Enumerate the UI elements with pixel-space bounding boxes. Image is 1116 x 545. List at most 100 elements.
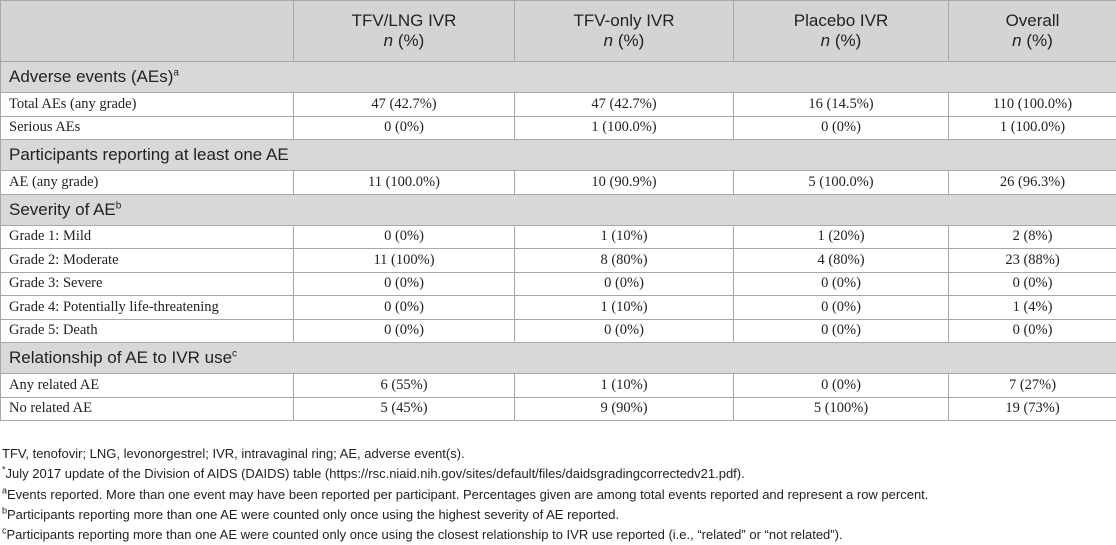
table-cell: 0 (0%) bbox=[733, 318, 949, 343]
table-cell: 7 (27%) bbox=[948, 373, 1116, 398]
table-cell: 0 (0%) bbox=[733, 115, 949, 140]
table-cell: 11 (100%) bbox=[293, 248, 515, 273]
table-cell: 19 (73%) bbox=[948, 396, 1116, 421]
table-footnotes: TFV, tenofovir; LNG, levonorgestrel; IVR… bbox=[2, 444, 1114, 545]
row-label: AE (any grade) bbox=[0, 170, 294, 195]
table-cell: 0 (0%) bbox=[733, 295, 949, 320]
table-cell: 0 (0%) bbox=[293, 318, 515, 343]
section-footnote-mark: a bbox=[173, 67, 179, 79]
table-row: Grade 4: Potentially life-threatening 0 (… bbox=[0, 295, 1116, 320]
adverse-events-table: TFV/LNG IVR n (%) TFV-only IVR n (%) Pla… bbox=[0, 0, 1116, 421]
table-row: No related AE 5 (45%) 9 (90%) 5 (100%) 19 (7… bbox=[0, 396, 1116, 421]
section-footnote-mark: c bbox=[232, 348, 238, 360]
footnote-mark: c bbox=[2, 525, 7, 536]
table-cell: 0 (0%) bbox=[733, 271, 949, 296]
footnote-text: Participants reporting more than one AE … bbox=[6, 527, 843, 543]
table-cell: 1 (10%) bbox=[514, 373, 734, 398]
table-cell: 110 (100.0%) bbox=[948, 92, 1116, 117]
section-header-row: Relationship of AE to IVR usec bbox=[0, 342, 1116, 374]
table-cell: 26 (96.3%) bbox=[948, 170, 1116, 195]
column-unit-pct: (%) bbox=[393, 31, 425, 50]
table-row: Grade 1: Mild 0 (0%) 1 (10%) 1 (20%) 2 (8%) bbox=[0, 224, 1116, 249]
section-title: Adverse events (AEs) bbox=[9, 67, 174, 86]
footnote: bParticipants reporting more than one AE… bbox=[2, 505, 1114, 525]
row-label: No related AE bbox=[0, 396, 294, 421]
column-unit-n: n bbox=[820, 31, 831, 50]
footnote-text: July 2017 update of the Division of AIDS… bbox=[5, 466, 745, 482]
table-row: Any related AE 6 (55%) 1 (10%) 0 (0%) 7 (27%… bbox=[0, 373, 1116, 398]
section-title: Participants reporting at least one AE bbox=[9, 145, 289, 164]
footnote: cParticipants reporting more than one AE… bbox=[2, 525, 1114, 545]
footnote-text: Events reported. More than one event may… bbox=[7, 486, 929, 502]
section-header-row: Adverse events (AEs)a bbox=[0, 61, 1116, 93]
header-cell-placebo: Placebo IVR n (%) bbox=[733, 0, 949, 62]
header-cell-tfv-only: TFV-only IVR n (%) bbox=[514, 0, 734, 62]
column-name: TFV-only IVR bbox=[573, 11, 675, 30]
table-cell: 47 (42.7%) bbox=[293, 92, 515, 117]
footnote: *July 2017 update of the Division of AID… bbox=[2, 464, 1114, 484]
table-cell: 0 (0%) bbox=[514, 271, 734, 296]
row-label: Grade 3: Severe bbox=[0, 271, 294, 296]
table-cell: 5 (100.0%) bbox=[733, 170, 949, 195]
footnote-mark: a bbox=[2, 485, 8, 496]
table-row: AE (any grade) 11 (100.0%) 10 (90.9%) 5 (10… bbox=[0, 170, 1116, 195]
table-cell: 23 (88%) bbox=[948, 248, 1116, 273]
column-unit-n: n bbox=[383, 31, 394, 50]
table-cell: 0 (0%) bbox=[514, 318, 734, 343]
section-title: Relationship of AE to IVR use bbox=[9, 348, 233, 367]
column-unit-n: n bbox=[603, 31, 614, 50]
table-cell: 16 (14.5%) bbox=[733, 92, 949, 117]
header-row: TFV/LNG IVR n (%) TFV-only IVR n (%) Pla… bbox=[0, 0, 1116, 62]
row-label: Any related AE bbox=[0, 373, 294, 398]
row-label: Grade 4: Potentially life-threatening bbox=[0, 295, 294, 320]
column-unit-pct: (%) bbox=[1021, 31, 1053, 50]
table-row: Grade 5: Death 0 (0%) 0 (0%) 0 (0%) 0 (0%) bbox=[0, 318, 1116, 343]
table-cell: 1 (10%) bbox=[514, 295, 734, 320]
column-unit-pct: (%) bbox=[613, 31, 645, 50]
section-title-cell: Relationship of AE to IVR usec bbox=[0, 342, 1116, 374]
header-cell-tfv-lng: TFV/LNG IVR n (%) bbox=[293, 0, 515, 62]
section-footnote-mark: b bbox=[115, 199, 122, 211]
section-header-row: Participants reporting at least one AE bbox=[0, 139, 1116, 171]
table-cell: 0 (0%) bbox=[293, 224, 515, 249]
row-label: Total AEs (any grade) bbox=[0, 92, 294, 117]
footnote-mark: * bbox=[2, 464, 6, 475]
table-cell: 1 (20%) bbox=[733, 224, 949, 249]
table-cell: 47 (42.7%) bbox=[514, 92, 734, 117]
footnote: aEvents reported. More than one event ma… bbox=[2, 485, 1114, 505]
column-unit-pct: (%) bbox=[830, 31, 862, 50]
table-cell: 1 (4%) bbox=[948, 295, 1116, 320]
column-unit-n: n bbox=[1012, 31, 1022, 50]
row-label: Grade 2: Moderate bbox=[0, 248, 294, 273]
footnote-text: TFV, tenofovir; LNG, levonorgestrel; IVR… bbox=[2, 446, 465, 461]
table-cell: 11 (100.0%) bbox=[293, 170, 515, 195]
table-cell: 0 (0%) bbox=[293, 115, 515, 140]
table-row: Grade 3: Severe 0 (0%) 0 (0%) 0 (0%) 0 (0%) bbox=[0, 271, 1116, 296]
row-label: Grade 1: Mild bbox=[0, 224, 294, 249]
footnote: TFV, tenofovir; LNG, levonorgestrel; IVR… bbox=[2, 444, 1114, 464]
table-row: Serious AEs 0 (0%) 1 (100.0%) 0 (0%) 1 (100.… bbox=[0, 115, 1116, 140]
table-cell: 10 (90.9%) bbox=[514, 170, 734, 195]
column-name: TFV/LNG IVR bbox=[351, 11, 457, 30]
table-cell: 0 (0%) bbox=[293, 271, 515, 296]
section-header-row: Severity of AEb bbox=[0, 193, 1116, 226]
footnote-text: Participants reporting more than one AE … bbox=[7, 506, 620, 522]
table-row: Grade 2: Moderate 11 (100%) 8 (80%) 4 (80%)… bbox=[0, 248, 1116, 273]
row-label: Grade 5: Death bbox=[0, 318, 294, 343]
header-cell-overall: Overall n (%) bbox=[948, 0, 1116, 62]
table-cell: 1 (10%) bbox=[514, 224, 734, 249]
table-cell: 1 (100.0%) bbox=[948, 115, 1116, 140]
table-cell: 9 (90%) bbox=[514, 396, 734, 421]
table-cell: 5 (45%) bbox=[293, 396, 515, 421]
table-cell: 8 (80%) bbox=[514, 248, 734, 273]
table-cell: 0 (0%) bbox=[293, 295, 515, 320]
section-title-cell: Severity of AEb bbox=[0, 193, 1116, 226]
table-cell: 0 (0%) bbox=[733, 373, 949, 398]
table-cell: 0 (0%) bbox=[948, 318, 1116, 343]
table-body: Adverse events (AEs)a Total AEs (any grad… bbox=[0, 61, 1116, 421]
table-cell: 0 (0%) bbox=[948, 271, 1116, 296]
column-name: Placebo IVR bbox=[793, 11, 889, 30]
row-label: Serious AEs bbox=[0, 115, 294, 140]
table-cell: 1 (100.0%) bbox=[514, 115, 734, 140]
header-cell-label bbox=[0, 0, 294, 62]
